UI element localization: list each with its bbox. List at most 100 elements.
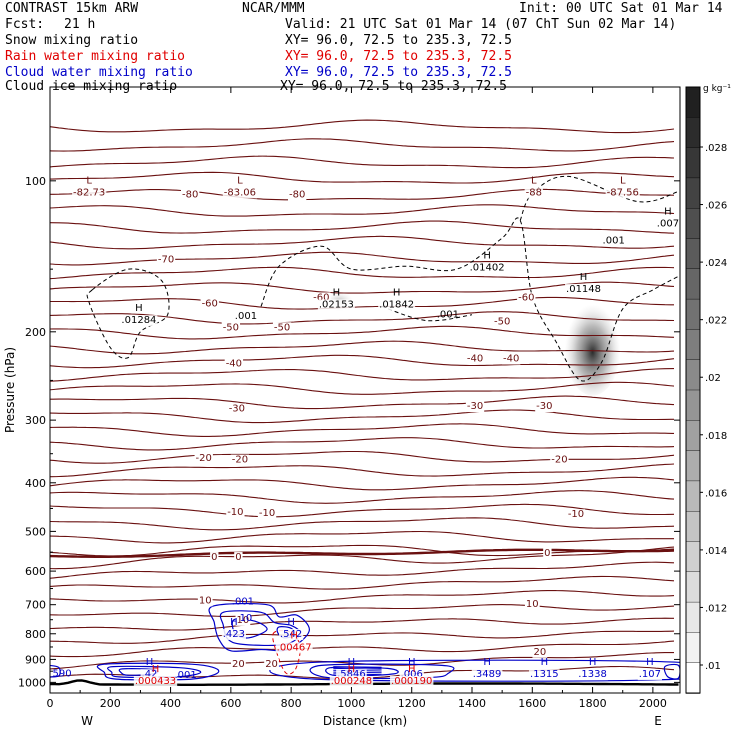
forecast-label: Fcst: [5, 17, 45, 32]
extremum-marker: H [483, 251, 491, 262]
isotherm-label: -60 [202, 299, 218, 310]
field-name-cloud-water: Cloud water mixing ratio [5, 65, 193, 80]
isotherm-label-bg [492, 316, 512, 328]
isotherm-label: 10 [526, 599, 539, 610]
x-tick-label: 2000 [639, 697, 667, 710]
extremum-value-bg [565, 283, 603, 295]
extremum-marker: H [152, 664, 160, 675]
extremum-value-bg [655, 218, 680, 230]
cloud-water-contour [96, 662, 220, 681]
field-xy-rain: XY= 96.0, 72.5 to 235.3, 72.5 [285, 49, 512, 64]
field-xy-snow: XY= 96.0, 72.5 to 235.3, 72.5 [285, 33, 512, 48]
isotherm-label-bg [543, 547, 552, 559]
valid-time: Valid: 21 UTC Sat 01 Mar 14 (07 ChT Sun … [285, 17, 677, 32]
extremum-value: .1338 [578, 669, 607, 680]
x-tick-label: 1600 [518, 697, 546, 710]
extremum-marker: L [620, 175, 626, 186]
x-axis-label: Distance (km) [323, 714, 407, 728]
isotherm-label-bg [235, 614, 251, 626]
isotherm-label-bg [230, 454, 250, 466]
snow-shading-max [564, 299, 621, 396]
isotherm-label-bg [517, 292, 536, 304]
isotherm-label-bg [566, 509, 586, 521]
y-tick-label: 300 [25, 414, 46, 427]
extremum-marker: L [531, 175, 537, 186]
contour-label: 590 [53, 668, 72, 679]
isotherm-label: -60 [313, 292, 329, 303]
extremum-marker: L [237, 175, 243, 186]
isotherm-line [50, 517, 675, 531]
isotherm-label: 10 [199, 595, 212, 606]
x-tick-label: 1400 [458, 697, 486, 710]
colorbar-tick-label: .022 [705, 316, 727, 327]
extremum-value: .00467 [277, 642, 312, 653]
isotherm-label-bg [234, 552, 243, 564]
extremum-value: .01842 [379, 299, 414, 310]
isotherm-label: -40 [467, 353, 483, 364]
field-xy-cloud-water: XY= 96.0, 72.5 to 235.3, 72.5 [285, 65, 512, 80]
isotherm-label: -40 [503, 353, 519, 364]
extremum-value: .007 [657, 219, 679, 230]
y-tick-label: 100 [25, 175, 46, 188]
colorbar-frame [685, 86, 701, 694]
isotherm-label: -80 [289, 190, 305, 201]
extremum-value-bg [468, 262, 506, 274]
isotherm-label-bg [465, 401, 485, 413]
contour-label: .001 [603, 236, 625, 247]
extremum-value-bg [529, 669, 560, 681]
isotherm-label: -10 [259, 508, 275, 519]
cloud-water-contour [50, 664, 61, 678]
extremum-marker: H [483, 657, 491, 668]
isotherm-label: -20 [551, 455, 567, 466]
isotherm-line [50, 381, 675, 395]
isotherm-label-bg [524, 599, 540, 611]
cloud-ice-contour [86, 268, 170, 359]
isotherm-line [50, 155, 675, 169]
colorbar-swatch [685, 177, 701, 209]
y-tick-label: 700 [25, 599, 46, 612]
extremum-marker: H [393, 287, 401, 298]
isotherm-line [50, 546, 675, 570]
isotherm-label: 0 [235, 552, 241, 563]
isotherm-label-bg [197, 595, 213, 607]
organization: NCAR/MMM [242, 1, 305, 16]
extremum-value-bg [120, 315, 158, 327]
extremum-marker: H [348, 664, 356, 675]
extremum-value-bg [279, 629, 304, 641]
plot-area: -80 -80 -70 -60 -60 -60 -50 -50 -50 -40 -40 -40 -30 -… [50, 119, 680, 687]
colorbar-swatch [685, 511, 701, 543]
cloud-water-contour [269, 659, 680, 682]
extremum-value-bg [524, 187, 543, 199]
colorbar-tick-label: .01 [705, 661, 721, 672]
colorbar-unit-label: g kg⁻¹ [703, 84, 731, 94]
isotherm-label: -20 [232, 455, 248, 466]
isotherm-label: -50 [494, 317, 510, 328]
colorbar-tick-label: .012 [705, 603, 727, 614]
isotherm-label-bg [194, 452, 213, 464]
extremum-value-bg [140, 669, 159, 681]
extremum-value: .42 [142, 669, 158, 680]
isotherm-line [50, 340, 675, 355]
isotherm-line [50, 544, 675, 557]
contour-label: .001 [232, 596, 254, 607]
field-name-rain: Rain water mixing ratio [5, 49, 186, 64]
cloud-water-contour [333, 666, 382, 668]
isotherm-label-bg [221, 322, 241, 334]
isotherm-line [50, 590, 675, 604]
isotherm-line [50, 188, 675, 201]
isotherm-label: -10 [227, 507, 243, 518]
freezing-level-line [50, 548, 675, 558]
extremum-value: .01402 [470, 263, 505, 274]
extremum-value-bg [471, 669, 503, 681]
extremum-value: -87.56 [607, 187, 639, 198]
colorbar-swatch [685, 571, 701, 603]
isotherm-label: 0 [211, 552, 217, 563]
extremum-marker: H [408, 657, 416, 668]
isotherm-label-bg [257, 507, 277, 519]
extremum-value: .1315 [530, 669, 559, 680]
isotherm-label: -60 [518, 292, 534, 303]
extremum-marker: H [348, 657, 356, 668]
colorbar-swatch [685, 601, 701, 634]
isotherm-label-bg [465, 353, 485, 365]
